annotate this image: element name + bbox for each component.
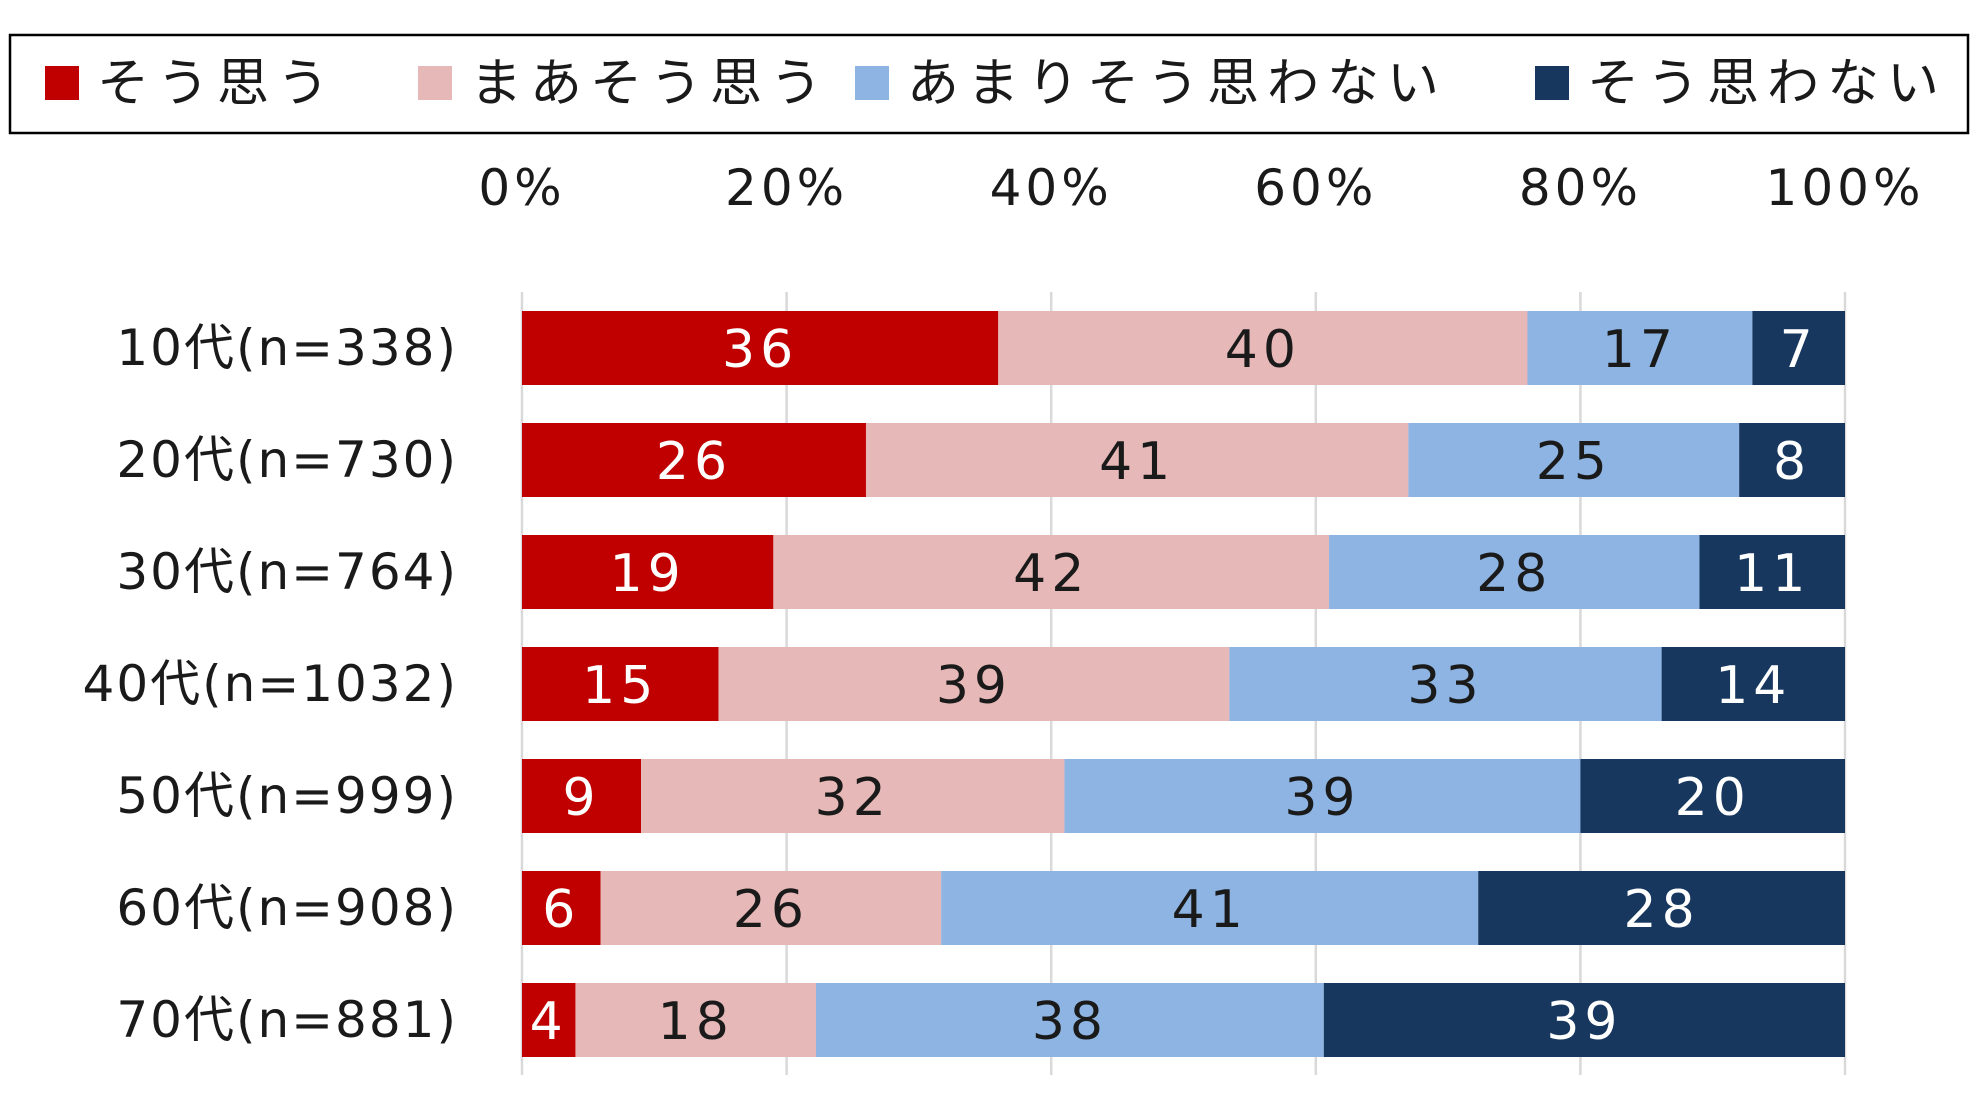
data-label: 32 — [815, 768, 891, 828]
category-label: 10代(n=338) — [116, 319, 458, 377]
data-label: 41 — [1099, 432, 1175, 492]
legend-swatch — [1535, 66, 1569, 100]
bar-segment — [1699, 535, 1845, 609]
x-tick-label: 60% — [1254, 159, 1377, 217]
x-axis-ticks: 0% 20% 40% 60% 80% 100% — [478, 159, 1925, 217]
data-label: 14 — [1715, 656, 1791, 716]
bar-segment — [1739, 423, 1845, 497]
legend-swatch — [418, 66, 452, 100]
bar-segments — [522, 311, 1845, 1057]
bar-segment — [522, 759, 642, 833]
data-label: 42 — [1013, 544, 1089, 604]
data-label: 7 — [1780, 320, 1818, 380]
bar-segment — [1478, 871, 1845, 945]
bar-segment — [773, 535, 1330, 609]
x-tick-label: 100% — [1766, 159, 1925, 217]
data-label: 26 — [656, 432, 732, 492]
data-label: 15 — [582, 656, 658, 716]
data-label: 6 — [542, 880, 580, 940]
bar-segment — [865, 423, 1409, 497]
data-labels: 36 40 17 7 26 41 25 8 19 42 28 11 15 39 33 14 9 32 39 20 6 26… — [530, 320, 1818, 1052]
bar-segment — [600, 871, 942, 945]
legend-label: あまりそう思わない — [907, 54, 1447, 114]
bar-segment — [522, 647, 719, 721]
bar-segment — [1323, 983, 1845, 1057]
data-label: 39 — [1546, 992, 1622, 1052]
x-tick-label: 40% — [990, 159, 1113, 217]
category-label: 30代(n=764) — [116, 543, 458, 601]
data-label: 28 — [1476, 544, 1552, 604]
legend-label: まあそう思う — [470, 54, 830, 114]
bar-segment — [575, 983, 816, 1057]
legend: そう思う まあそう思う あまりそう思わない そう思わない — [8, 33, 1970, 135]
legend-frame — [8, 33, 1970, 135]
data-label: 17 — [1602, 320, 1678, 380]
bar-segment — [718, 647, 1230, 721]
bar-segment — [522, 871, 601, 945]
legend-swatch — [855, 66, 889, 100]
data-label: 19 — [610, 544, 686, 604]
data-label: 20 — [1675, 768, 1751, 828]
bar-segment — [522, 983, 576, 1057]
data-label: 39 — [936, 656, 1012, 716]
bar-segment — [1580, 759, 1845, 833]
data-label: 11 — [1734, 544, 1810, 604]
x-tick-label: 20% — [725, 159, 848, 217]
data-label: 41 — [1172, 880, 1248, 940]
x-tick-label: 80% — [1519, 159, 1642, 217]
bar-segment — [1661, 647, 1845, 721]
bar-segment — [941, 871, 1479, 945]
data-label: 18 — [658, 992, 734, 1052]
data-label: 36 — [722, 320, 798, 380]
category-label: 20代(n=730) — [116, 431, 458, 489]
legend-label: そう思わない — [1587, 54, 1947, 114]
data-label: 8 — [1773, 432, 1811, 492]
bar-segment — [522, 535, 774, 609]
legend-swatch — [45, 66, 79, 100]
data-label: 25 — [1536, 432, 1612, 492]
bar-segment — [522, 311, 999, 385]
data-label: 33 — [1407, 656, 1483, 716]
data-label: 38 — [1032, 992, 1108, 1052]
data-label: 9 — [562, 768, 600, 828]
category-label: 70代(n=881) — [116, 991, 458, 1049]
category-label: 50代(n=999) — [116, 767, 458, 825]
legend-label: そう思う — [97, 54, 337, 114]
bar-segment — [641, 759, 1065, 833]
data-label: 4 — [530, 992, 568, 1052]
x-tick-label: 0% — [478, 159, 565, 217]
bar-segment — [1752, 311, 1845, 385]
category-label: 60代(n=908) — [116, 879, 458, 937]
bar-segment — [1329, 535, 1700, 609]
bar-segment — [816, 983, 1324, 1057]
bar-segment — [1527, 311, 1753, 385]
bar-segment — [1229, 647, 1662, 721]
bar-segment — [998, 311, 1528, 385]
bar-segment — [522, 423, 866, 497]
data-label: 28 — [1624, 880, 1700, 940]
category-label: 40代(n=1032) — [83, 655, 458, 713]
data-label: 26 — [733, 880, 809, 940]
bar-segment — [1408, 423, 1740, 497]
bar-segment — [1064, 759, 1581, 833]
data-label: 39 — [1284, 768, 1360, 828]
data-label: 40 — [1225, 320, 1301, 380]
category-labels: 10代(n=338) 20代(n=730) 30代(n=764) 40代(n=1032… — [83, 319, 458, 1049]
